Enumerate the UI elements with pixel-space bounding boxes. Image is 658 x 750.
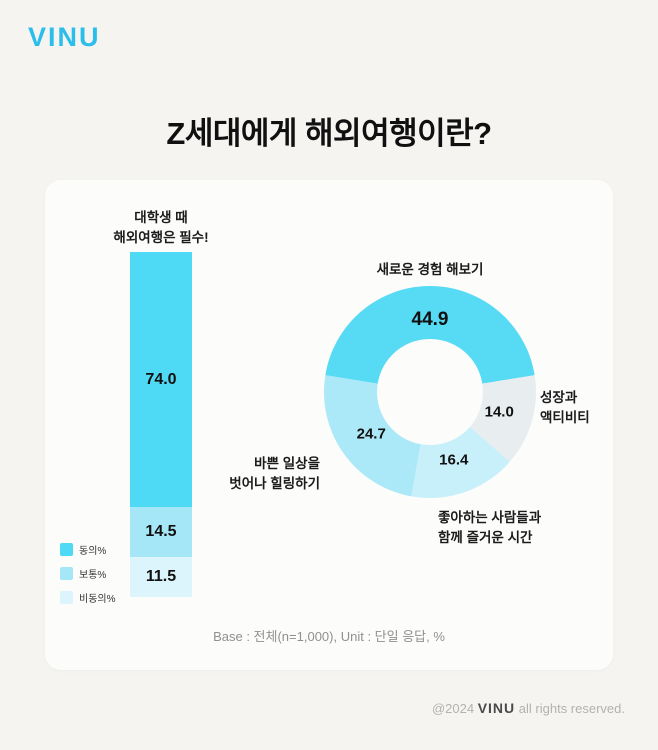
legend-item-agree: 동의% bbox=[60, 542, 116, 557]
donut-label-growth-activity: 성장과 액티비티 bbox=[540, 390, 590, 425]
footer-brand: VINU bbox=[477, 700, 516, 716]
legend-label-disagree: 비동의% bbox=[79, 594, 116, 605]
bar-segment-disagree: 11.5 bbox=[130, 557, 192, 597]
stacked-bar: 74.0 14.5 11.5 bbox=[130, 252, 192, 597]
page-title: Z세대에게 해외여행이란? bbox=[166, 116, 492, 151]
bar-chart-title-line1: 대학생 때 bbox=[134, 210, 188, 225]
donut-value-growth-activity: 14.0 bbox=[484, 403, 514, 421]
bar-segment-agree: 74.0 bbox=[130, 252, 192, 508]
donut-value-fun-time: 16.4 bbox=[439, 451, 469, 469]
donut-value-healing: 24.7 bbox=[356, 425, 386, 443]
footer-year: @2024 bbox=[431, 701, 475, 716]
bar-segment-neutral-value: 14.5 bbox=[145, 523, 177, 541]
vinu-logo: VINU bbox=[28, 22, 101, 52]
bar-chart-title: 대학생 때 해외여행은 필수! bbox=[81, 208, 241, 249]
footer-rights: all rights reserved. bbox=[518, 701, 625, 716]
legend-label-agree: 동의% bbox=[79, 546, 107, 557]
donut-value-new-experience: 44.9 bbox=[411, 309, 449, 330]
bar-segment-agree-value: 74.0 bbox=[145, 370, 177, 388]
legend-swatch-agree bbox=[60, 543, 73, 556]
bar-segment-disagree-value: 11.5 bbox=[145, 568, 177, 586]
legend-item-neutral: 보통% bbox=[60, 566, 116, 581]
bar-segment-neutral: 14.5 bbox=[130, 507, 192, 558]
base-note: Base : 전체(n=1,000), Unit : 단일 응답, % bbox=[213, 629, 445, 644]
donut-label-healing: 바쁜 일상을 벗어나 힐링하기 bbox=[229, 456, 320, 491]
bar-legend: 동의% 보통% 비동의% bbox=[60, 542, 116, 605]
bar-chart-title-line2: 해외여행은 필수! bbox=[113, 230, 209, 246]
legend-swatch-disagree bbox=[60, 591, 73, 604]
donut-hole bbox=[377, 339, 483, 445]
legend-label-neutral: 보통% bbox=[79, 570, 107, 581]
legend-swatch-neutral bbox=[60, 567, 73, 580]
legend-item-disagree: 비동의% bbox=[60, 590, 116, 605]
chart-card: 대학생 때 해외여행은 필수! 74.0 14.5 11.5 동의% 보통% 비… bbox=[45, 180, 613, 670]
footer-copyright: @2024 VINU all rights reserved. bbox=[432, 700, 625, 716]
donut-chart: 44.9 14.0 16.4 24.7 새로운 경험 해보기 성장과 액티비티 … bbox=[229, 262, 589, 545]
donut-label-new-experience: 새로운 경험 해보기 bbox=[376, 262, 484, 277]
donut-label-fun-time: 좋아하는 사람들과 함께 즐거운 시간 bbox=[438, 510, 542, 545]
